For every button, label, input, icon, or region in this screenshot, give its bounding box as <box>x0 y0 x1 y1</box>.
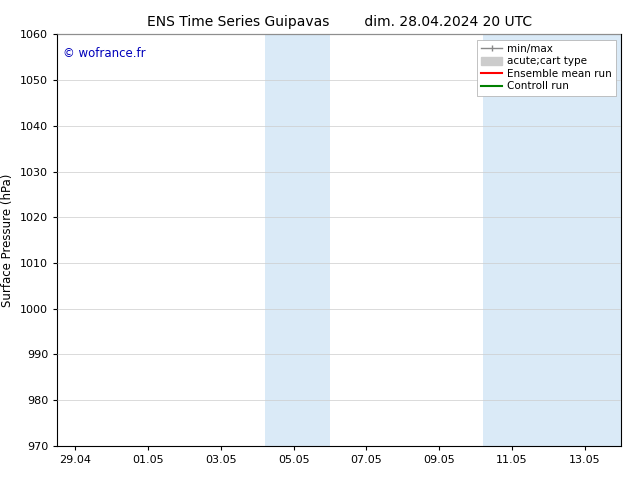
Y-axis label: Surface Pressure (hPa): Surface Pressure (hPa) <box>1 173 15 307</box>
Title: ENS Time Series Guipavas        dim. 28.04.2024 20 UTC: ENS Time Series Guipavas dim. 28.04.2024… <box>146 15 532 29</box>
Bar <box>483 34 621 446</box>
Bar <box>264 34 330 446</box>
Text: © wofrance.fr: © wofrance.fr <box>63 47 145 60</box>
Legend: min/max, acute;cart type, Ensemble mean run, Controll run: min/max, acute;cart type, Ensemble mean … <box>477 40 616 96</box>
